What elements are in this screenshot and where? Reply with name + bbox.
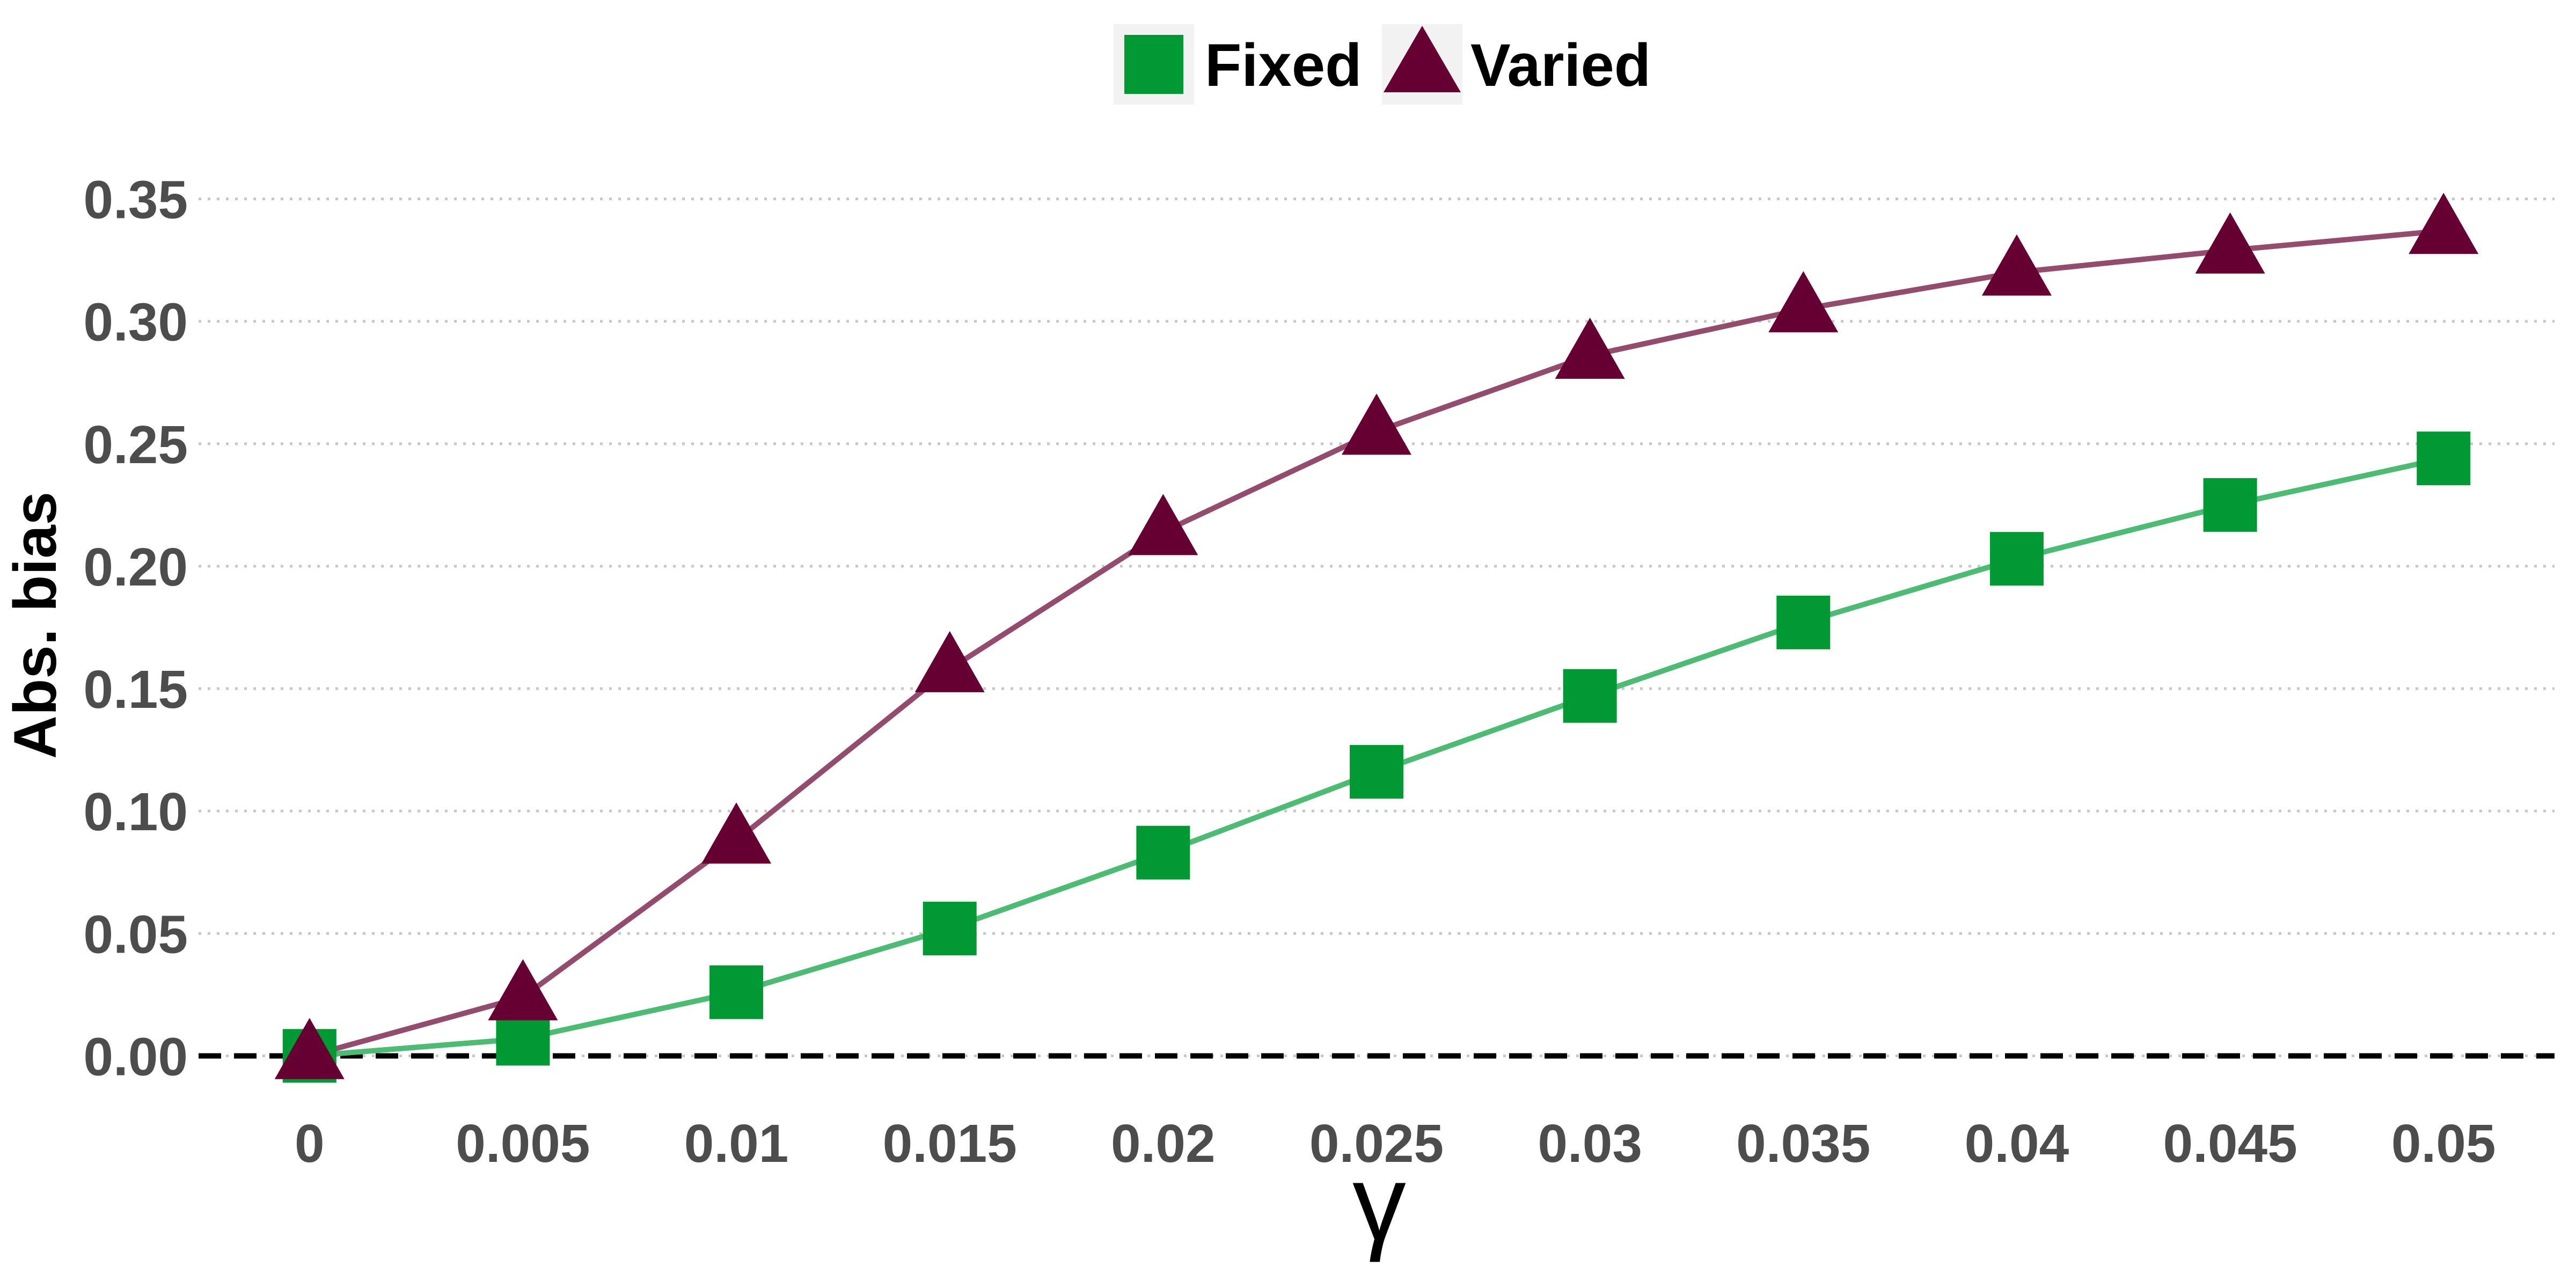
point-varied [274,1018,345,1079]
y-tick-label: 0.10 [83,782,188,842]
point-fixed [496,1012,550,1066]
series-lines [309,228,2445,1059]
x-tick-label: 0.015 [883,1114,1017,1174]
point-varied [701,802,772,864]
x-tick-label: 0.03 [1538,1114,1642,1174]
x-tick-label: 0.005 [456,1114,590,1174]
x-tick-label: 0.035 [1736,1114,1870,1174]
point-varied [1555,317,1625,379]
series-markers [274,193,2479,1083]
point-varied [488,959,558,1021]
y-tick-label: 0.20 [83,537,188,597]
legend-marker-varied [1384,26,1461,92]
y-axis-ticks: 0.00 0.05 0.10 0.15 0.20 0.25 0.30 0.35 [83,170,188,1087]
point-fixed [1989,532,2044,586]
point-fixed [923,902,977,956]
y-tick-label: 0.15 [83,660,188,720]
x-tick-label: 0.02 [1111,1114,1216,1174]
point-varied [1981,234,2052,296]
x-tick-label: 0 [295,1114,325,1174]
grid-lines [199,197,2555,1057]
x-tick-label: 0.04 [1965,1114,2069,1174]
legend: Fixed Varied [1114,24,1651,105]
point-fixed [709,965,764,1019]
series-line-varied [309,228,2444,1059]
y-tick-label: 0.30 [83,292,188,353]
y-tick-label: 0.05 [83,904,188,964]
x-tick-label: 0.01 [684,1114,789,1174]
x-tick-label: 0.045 [2163,1114,2297,1174]
point-fixed [1350,745,1403,799]
x-tick-label: 0.025 [1309,1114,1444,1174]
point-varied [2195,212,2265,274]
legend-label-fixed: Fixed [1205,32,1362,99]
point-fixed [2417,431,2471,486]
y-tick-label: 0.35 [83,170,188,230]
point-varied [2409,193,2479,254]
x-axis-title: γ [1352,1143,1406,1263]
x-tick-label: 0.05 [2391,1114,2496,1174]
point-varied [1128,494,1198,555]
x-axis-ticks: 0 0.005 0.01 0.015 0.02 0.025 0.03 0.035 0.04 0.0… [295,1114,2496,1174]
point-varied [1342,393,1411,455]
legend-label-varied: Varied [1470,32,1651,99]
y-tick-label: 0.25 [83,415,188,475]
point-fixed [1776,595,1831,649]
point-fixed [1563,669,1617,723]
point-fixed [1136,825,1190,880]
y-axis-title: Abs. bias [2,492,69,759]
point-varied [1768,271,1839,333]
legend-marker-fixed [1124,35,1183,94]
point-varied [914,631,985,692]
y-tick-label: 0.00 [83,1027,188,1087]
point-fixed [2203,478,2257,532]
